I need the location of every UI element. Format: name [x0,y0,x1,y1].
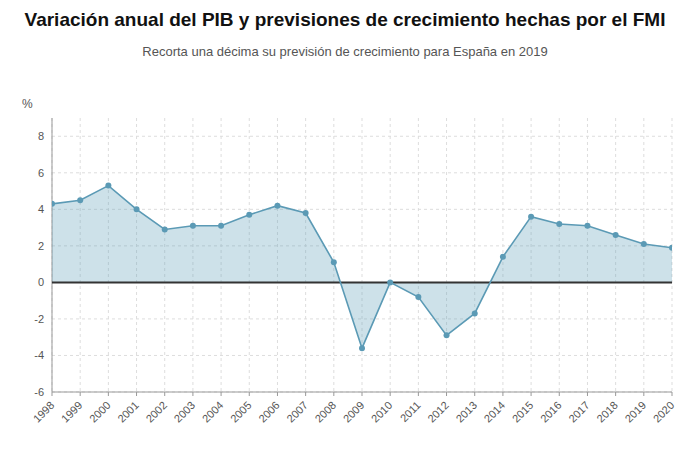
y-tick-label: 0 [38,276,44,288]
grid [52,118,672,392]
point [584,223,590,229]
x-tick-label: 2020 [651,399,677,425]
point [500,254,506,260]
y-tick-label: 4 [38,203,44,215]
x-tick-label: 2004 [200,399,226,425]
x-tick-label: 2016 [538,399,564,425]
x-tick-label: 2006 [256,399,282,425]
x-tick-mark [362,392,363,396]
x-tick-mark [80,392,81,396]
x-tick-label: 2014 [482,399,508,425]
point [528,214,534,220]
x-tick-mark [502,392,503,396]
x-tick-mark [446,392,447,396]
chart-svg: Variación anual del PIB y previsiones de… [0,0,690,465]
point [472,310,478,316]
x-tick-label: 1999 [59,399,85,425]
point [613,232,619,238]
x-tick-mark [672,392,673,396]
x-tick-mark [108,392,109,396]
point [105,183,111,189]
x-tick-label: 2007 [284,399,310,425]
area [52,186,672,349]
point [303,210,309,216]
x-tick-label: 2011 [398,399,423,424]
point [134,206,140,212]
y-axis-label: % [22,97,33,111]
point [52,201,55,207]
y-tick-label: 6 [38,167,44,179]
point [359,345,365,351]
x-tick-mark [164,392,165,396]
point [415,294,421,300]
x-tick-label: 2013 [453,399,479,425]
x-tick-mark [305,392,306,396]
x-tick-mark [390,392,391,396]
x-tick-mark [249,392,250,396]
title: Variación anual del PIB y previsiones de… [25,9,666,30]
plot-area [52,183,672,352]
subtitle: Recorta una décima su previsión de creci… [142,44,547,59]
x-tick-label: 2012 [425,399,451,425]
x-tick-label: 2003 [172,399,198,425]
x-tick-mark [333,392,334,396]
x-axis-line [52,392,672,393]
point [331,259,337,265]
y-tick-label: -6 [34,386,44,398]
y-grid-line [52,282,672,283]
point [641,241,647,247]
point [669,245,672,251]
x-grid-line [390,118,391,392]
y-tick-label: 2 [38,240,44,252]
x-tick-label: 2018 [594,399,620,425]
x-tick-mark [221,392,222,396]
y-tick-label: 8 [38,130,44,142]
x-tick-mark [418,392,419,396]
x-tick-label: 2002 [143,399,169,425]
point [162,226,168,232]
x-grid-line [474,118,475,392]
point [190,223,196,229]
x-tick-label: 2001 [115,399,141,425]
point [556,221,562,227]
x-tick-mark [192,392,193,396]
x-tick-mark [615,392,616,396]
y-tick-label: -2 [34,313,44,325]
x-tick-mark [559,392,560,396]
y-grid-line [52,392,672,393]
x-grid-line [333,118,334,392]
x-tick-mark [587,392,588,396]
x-tick-mark [531,392,532,396]
x-tick-label: 2019 [622,399,648,425]
x-tick-label: 2017 [566,399,592,425]
x-tick-label: 2000 [87,399,113,425]
chart-container: Variación anual del PIB y previsiones de… [0,0,690,465]
x-tick-mark [277,392,278,396]
x-tick-mark [52,392,53,396]
x-tick-label: 2008 [312,399,338,425]
point [387,279,393,285]
point [444,332,450,338]
y-grid-line [52,355,672,356]
x-tick-label: 2009 [341,399,367,425]
point [77,197,83,203]
line [52,186,672,349]
x-tick-label: 2005 [228,399,254,425]
point [274,203,280,209]
point [246,212,252,218]
zero-line [52,281,672,283]
point [218,223,224,229]
x-tick-mark [136,392,137,396]
x-tick-label: 1998 [31,399,57,425]
x-tick-label: 2010 [369,399,395,425]
x-tick-mark [643,392,644,396]
y-tick-label: -4 [34,349,44,361]
x-grid-line [418,118,419,392]
x-tick-label: 2015 [510,399,536,425]
x-grid-line [446,118,447,392]
x-tick-mark [474,392,475,396]
